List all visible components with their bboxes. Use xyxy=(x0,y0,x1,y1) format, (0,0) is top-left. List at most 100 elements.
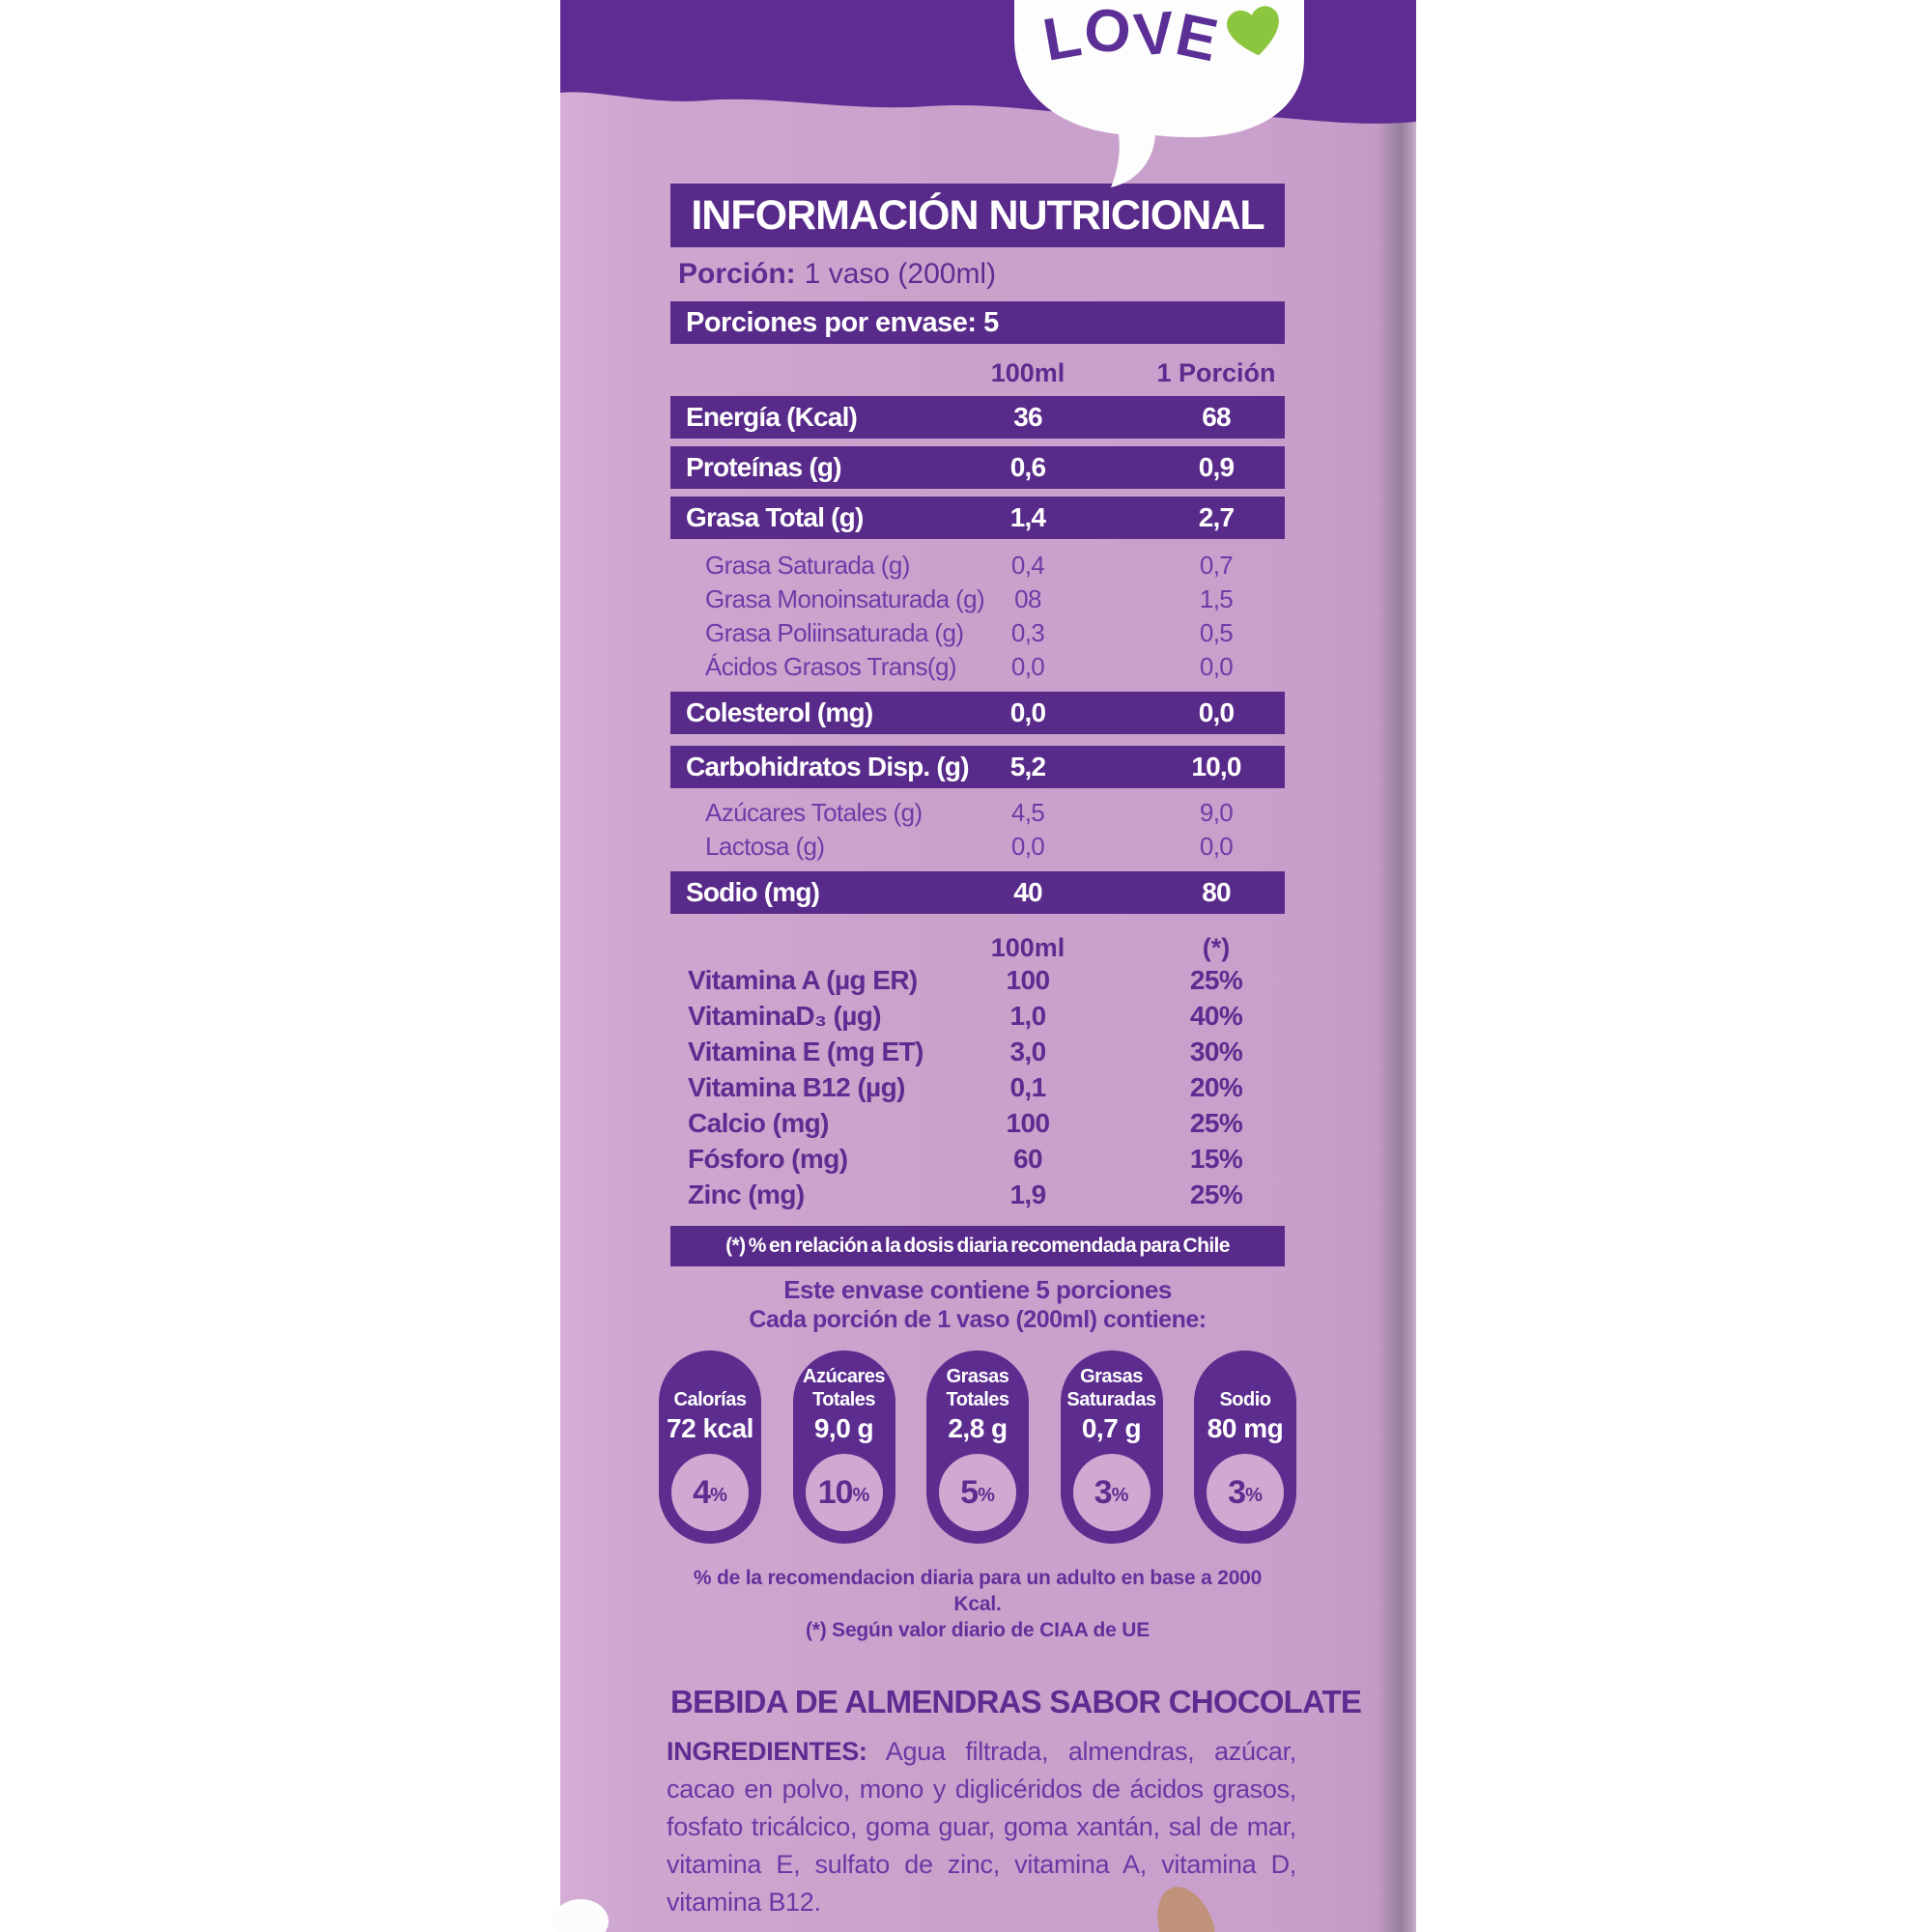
table-subrow: Lactosa (g) 0,0 0,0 xyxy=(670,830,1285,864)
vitamin-row: Zinc (mg) 1,9 25% xyxy=(670,1177,1285,1212)
badge-percent-sign: % xyxy=(1111,1484,1129,1506)
table-subrow: Azúcares Totales (g) 4,5 9,0 xyxy=(670,796,1285,830)
row-label: Vitamina E (mg ET) xyxy=(688,1036,923,1066)
row-value-pct: 40% xyxy=(1189,1000,1243,1031)
row-value-pct: 25% xyxy=(1189,964,1243,995)
row-label: Sodio (mg) xyxy=(686,877,820,907)
nutrition-title-bar: INFORMACIÓN NUTRICIONAL xyxy=(670,184,1285,247)
row-value-100ml: 0,0 xyxy=(1010,652,1045,681)
row-label: Vitamina B12 (µg) xyxy=(688,1071,905,1102)
row-value-100ml: 60 xyxy=(1013,1143,1043,1174)
table-subrow: Grasa Saturada (g) 0,4 0,7 xyxy=(670,549,1285,582)
ingredients-label: INGREDIENTES: xyxy=(667,1737,867,1766)
row-value-100ml: 0,4 xyxy=(1010,551,1045,580)
badge-percent-circle: 10 % xyxy=(805,1454,883,1531)
badge-title-top: Grasas xyxy=(1080,1366,1143,1387)
table-row: Colesterol (mg) 0,0 0,0 xyxy=(670,692,1285,734)
daily-reference-line-1: % de la recomendacion diaria para un adu… xyxy=(693,1567,1263,1615)
servings-text: Porciones por envase: 5 xyxy=(686,306,999,338)
badge-title-top: Azúcares xyxy=(803,1366,885,1387)
badge-percent-circle: 3 % xyxy=(1072,1454,1151,1531)
row-value-pct: 30% xyxy=(1189,1036,1243,1066)
table-column-headers: 100ml 1 Porción xyxy=(670,357,1285,388)
row-value-portion: 68 xyxy=(1202,402,1231,432)
badge-value: 72 kcal xyxy=(667,1413,753,1443)
row-value-portion: 1,5 xyxy=(1199,584,1234,613)
chile-footnote-bar: (*) % en relación a la dosis diaria reco… xyxy=(670,1226,1285,1266)
contains-line-2: Cada porción de 1 vaso (200ml) contiene: xyxy=(749,1306,1207,1333)
col-header-100ml: 100ml xyxy=(990,357,1065,387)
sugar-subrows: Azúcares Totales (g) 4,5 9,0 Lactosa (g)… xyxy=(670,788,1285,871)
portion-line: Porción: 1 vaso (200ml) xyxy=(678,257,1285,292)
row-label: Azúcares Totales (g) xyxy=(705,798,923,827)
table-row: Proteínas (g) 0,6 0,9 xyxy=(670,446,1285,489)
green-heart-icon xyxy=(1226,6,1279,56)
row-label: Carbohidratos Disp. (g) xyxy=(686,752,970,781)
vitamin-row: Vitamina B12 (µg) 0,1 20% xyxy=(670,1069,1285,1105)
badge-value: 80 mg xyxy=(1207,1413,1284,1443)
vitamins-column-headers: 100ml (*) xyxy=(670,933,1285,962)
badge-title: Totales xyxy=(946,1389,1009,1410)
fat-subrows: Grasa Saturada (g) 0,4 0,7 Grasa Monoins… xyxy=(670,539,1285,692)
vit-col-header-pct: (*) xyxy=(1202,932,1231,962)
badge-percent: 5 xyxy=(960,1473,979,1511)
badge-total-fat: Grasas Totales 2,8 g 5 % xyxy=(926,1350,1029,1544)
badge-total-sugars: Azúcares Totales 9,0 g 10 % xyxy=(792,1350,895,1544)
badge-sodium: Sodio 80 mg 3 % xyxy=(1194,1350,1296,1544)
badge-percent: 4 xyxy=(693,1473,711,1511)
row-label: Lactosa (g) xyxy=(705,832,825,861)
row-value-100ml: 1,4 xyxy=(1009,502,1046,532)
row-value-portion: 9,0 xyxy=(1199,798,1234,827)
row-label: Ácidos Grasos Trans(g) xyxy=(705,652,956,681)
row-value-100ml: 0,3 xyxy=(1010,618,1045,647)
badge-title: Totales xyxy=(811,1389,876,1410)
row-value-pct: 20% xyxy=(1189,1071,1243,1102)
love-letter: E xyxy=(1170,0,1225,75)
row-value-100ml: 1,0 xyxy=(1009,1000,1046,1031)
vitamin-row: Vitamina A (µg ER) 100 25% xyxy=(670,962,1285,998)
daily-reference-line-2: (*) Según valor diario de CIAA de UE xyxy=(805,1619,1151,1641)
vitamin-row: Calcio (mg) 100 25% xyxy=(670,1105,1285,1141)
badge-saturated-fat: Grasas Saturadas 0,7 g 3 % xyxy=(1060,1350,1163,1544)
row-value-pct: 25% xyxy=(1189,1107,1243,1138)
badge-calories: Calorías 72 kcal 4 % xyxy=(659,1350,761,1544)
row-value-100ml: 0,0 xyxy=(1010,832,1045,861)
row-label: Energía (Kcal) xyxy=(686,402,858,432)
product-name: BEBIDA DE ALMENDRAS SABOR CHOCOLATE xyxy=(670,1684,1362,1719)
vitamin-row: Vitamina E (mg ET) 3,0 30% xyxy=(670,1034,1285,1069)
badge-title: Sodio xyxy=(1219,1389,1271,1410)
badge-percent: 10 xyxy=(817,1473,854,1511)
badge-percent-sign: % xyxy=(978,1484,995,1506)
row-label: Calcio (mg) xyxy=(688,1107,829,1138)
row-label: Grasa Saturada (g) xyxy=(705,551,910,580)
table-row: Sodio (mg) 40 80 xyxy=(670,871,1285,914)
row-label: Grasa Total (g) xyxy=(686,502,864,532)
servings-bar: Porciones por envase: 5 xyxy=(670,301,1285,344)
row-value-100ml: 3,0 xyxy=(1009,1036,1046,1066)
row-label: Proteínas (g) xyxy=(686,452,842,482)
row-label: VitaminaD₃ (µg) xyxy=(688,1000,882,1031)
badge-percent-sign: % xyxy=(852,1484,870,1506)
row-label: Zinc (mg) xyxy=(688,1179,805,1209)
love-speech-bubble: L O V E xyxy=(1014,0,1304,195)
row-value-100ml: 0,6 xyxy=(1009,452,1046,482)
badge-title: Calorías xyxy=(673,1389,747,1410)
speech-bubble-shape xyxy=(1014,0,1304,187)
badge-percent-circle: 3 % xyxy=(1207,1454,1284,1531)
love-wordmark: L O V E xyxy=(1038,0,1281,87)
row-value-pct: 15% xyxy=(1189,1143,1243,1174)
badge-value: 0,7 g xyxy=(1081,1413,1142,1443)
badge-percent-sign: % xyxy=(710,1484,727,1506)
row-value-100ml: 4,5 xyxy=(1010,798,1045,827)
badge-percent-circle: 5 % xyxy=(939,1454,1016,1531)
badge-title: Saturadas xyxy=(1066,1389,1156,1410)
row-value-portion: 10,0 xyxy=(1191,752,1241,781)
row-value-portion: 0,0 xyxy=(1199,832,1234,861)
table-row: Energía (Kcal) 36 68 xyxy=(670,396,1285,439)
row-value-portion: 80 xyxy=(1202,877,1231,907)
row-label: Colesterol (mg) xyxy=(686,697,873,727)
row-value-100ml: 36 xyxy=(1013,402,1042,432)
nutrition-title: INFORMACIÓN NUTRICIONAL xyxy=(691,191,1264,239)
col-header-portion: 1 Porción xyxy=(1156,357,1276,387)
